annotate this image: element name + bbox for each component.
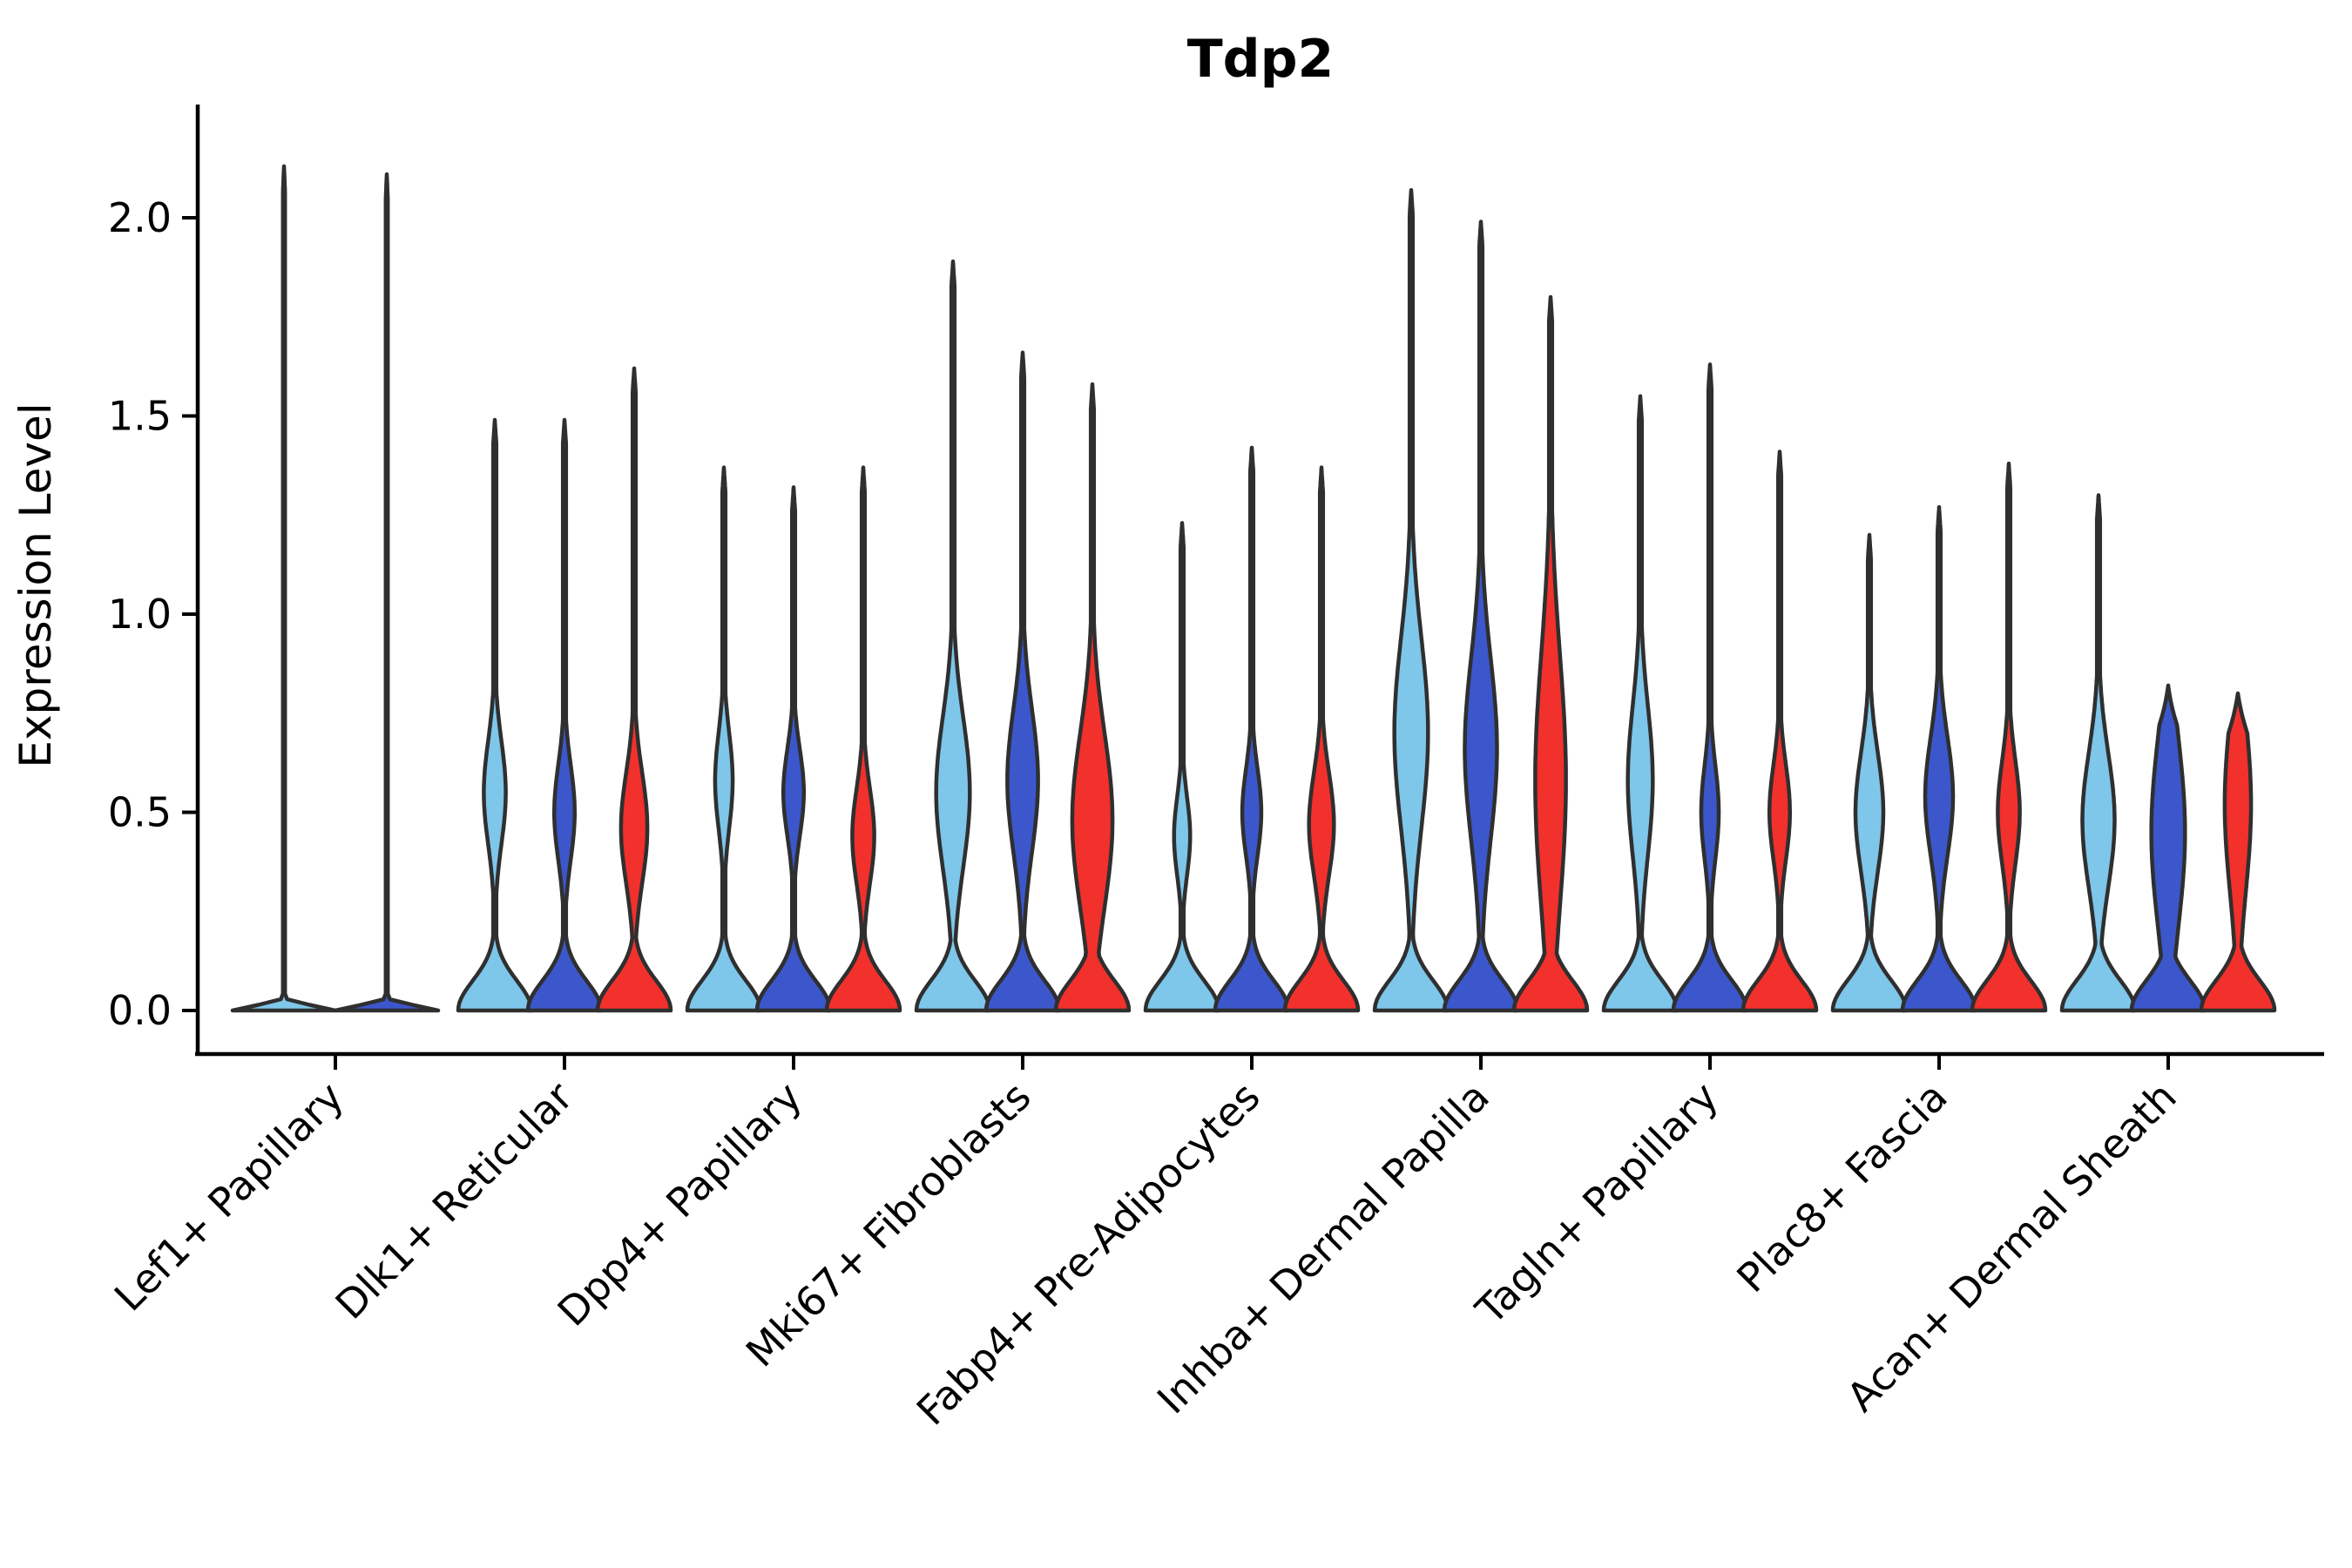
violin <box>1213 445 1291 1013</box>
violin <box>1511 294 1590 1013</box>
x-tick-label: Plac8+ Fascia <box>1727 1073 1956 1301</box>
x-tick-label: Tagln+ Papillary <box>1466 1073 1727 1335</box>
violins-layer <box>230 164 2277 1013</box>
x-tick-label: Dpp4+ Papillary <box>549 1073 811 1335</box>
violin <box>595 366 673 1013</box>
x-tick-label: Dlk1+ Reticular <box>327 1073 582 1328</box>
violin <box>2059 493 2138 1013</box>
violin <box>1970 461 2048 1013</box>
violin <box>525 417 604 1013</box>
violin <box>456 417 534 1013</box>
violin <box>1282 465 1361 1013</box>
violin <box>1143 521 1221 1013</box>
violin <box>1372 187 1450 1013</box>
x-tick-label: Lef1+ Papillary <box>105 1073 353 1321</box>
chart-title: Tdp2 <box>1187 29 1335 90</box>
y-tick-label: 2.0 <box>108 194 172 241</box>
violin <box>1740 449 1819 1013</box>
violin <box>1830 532 1909 1013</box>
violin <box>754 485 833 1013</box>
violin <box>1900 504 1978 1013</box>
violin <box>914 259 992 1013</box>
violin <box>685 465 763 1013</box>
violin <box>2129 683 2207 1013</box>
y-axis-ticks: 0.0 0.5 1.0 1.5 2.0 <box>108 194 198 1034</box>
violin <box>1442 220 1520 1013</box>
y-axis-label: Expression Level <box>10 402 61 767</box>
violin <box>1601 394 1680 1013</box>
violin <box>1053 382 1132 1013</box>
y-tick-label: 0.0 <box>108 987 172 1034</box>
violin <box>333 172 441 1013</box>
violin <box>1671 362 1749 1013</box>
y-tick-label: 0.5 <box>108 789 172 836</box>
violin <box>2199 691 2277 1013</box>
y-tick-label: 1.0 <box>108 591 172 638</box>
y-tick-label: 1.5 <box>108 393 172 440</box>
violin <box>824 465 902 1013</box>
violin <box>983 350 1062 1013</box>
violin <box>230 164 338 1013</box>
